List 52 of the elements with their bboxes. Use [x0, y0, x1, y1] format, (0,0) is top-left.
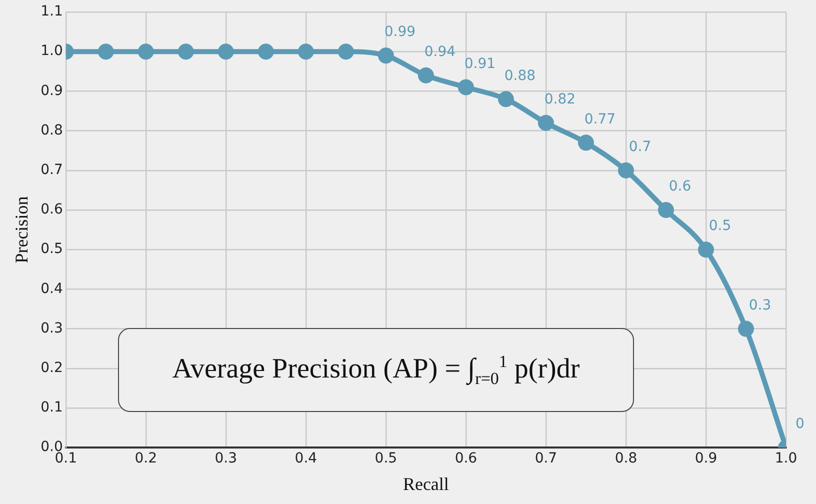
point [298, 44, 314, 60]
y-tick-label: 0.7 [40, 162, 63, 178]
y-tick-label: 0.2 [40, 360, 63, 376]
point [98, 44, 114, 60]
y-tick-label: 0.9 [40, 82, 63, 99]
x-tick-label: 1.0 [774, 450, 798, 467]
point [378, 48, 394, 64]
x-tick-label: 0.7 [534, 450, 558, 467]
point [338, 44, 354, 60]
point [258, 44, 274, 60]
x-tick-label: 0.3 [214, 450, 238, 467]
y-tick-label: 0.1 [40, 400, 63, 416]
data-label: 0.7 [628, 139, 652, 156]
y-tick-label: 0.6 [40, 202, 63, 218]
point [658, 202, 674, 218]
data-label: 0.94 [424, 44, 456, 60]
point [618, 162, 634, 178]
data-label: 0 [796, 416, 804, 432]
data-label: 0.3 [748, 297, 772, 314]
y-tick-label: 0.4 [40, 280, 63, 297]
point [578, 134, 594, 151]
point [698, 242, 714, 258]
point [738, 320, 754, 337]
point [178, 44, 194, 60]
data-label: 0.88 [504, 68, 536, 84]
data-label: 0.99 [384, 24, 416, 40]
x-tick-label: 0.6 [454, 450, 478, 467]
y-tick-label: 0.3 [40, 320, 63, 336]
data-label: 0.5 [708, 218, 732, 234]
point [138, 44, 154, 60]
y-axis-title: Precision [12, 196, 32, 264]
formula-box: Average Precision (AP) = ∫$_{r=0}$$^{1}$ p(r)dr [118, 328, 634, 412]
x-tick-label: 0.5 [374, 450, 398, 467]
y-tick-label: 0.8 [40, 122, 63, 138]
data-label: 0.77 [584, 111, 616, 128]
x-tick-label: 0.4 [294, 450, 318, 467]
x-tick-label: 0.2 [134, 450, 158, 467]
y-tick-label: 1.1 [40, 4, 63, 20]
point [538, 114, 554, 131]
point [458, 79, 474, 96]
point [498, 91, 514, 108]
y-tick-label: 1.0 [40, 43, 63, 60]
x-tick-label: 0.8 [614, 450, 638, 467]
x-tick-label: 0.9 [694, 450, 718, 467]
data-label: 0.82 [544, 92, 576, 108]
y-tick-label: 0.5 [40, 241, 63, 258]
point [218, 44, 234, 60]
point [418, 67, 434, 84]
annotation: Average Precision (AP) = ∫$_{r=0}$$^{1}$ p(r)dr [172, 352, 580, 388]
data-label: 0.91 [464, 56, 496, 72]
x-axis-title: Recall [402, 474, 449, 494]
data-label: 0.6 [668, 178, 692, 195]
